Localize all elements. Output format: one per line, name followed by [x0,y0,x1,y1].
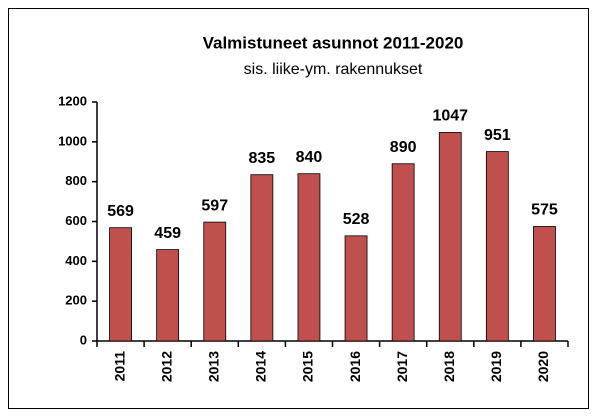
x-tick-label: 2015 [300,351,316,382]
y-tick-label: 400 [65,253,87,268]
y-tick-label: 0 [80,332,87,347]
x-tick-label: 2012 [158,351,174,382]
bar [485,151,509,342]
value-label: 951 [484,127,511,144]
x-tick-label: 2016 [347,351,363,382]
bar [250,174,274,342]
bar [109,227,132,342]
value-label: 569 [107,203,134,220]
y-tick-label: 200 [65,293,87,308]
x-tick-label: 2017 [394,351,410,382]
value-label: 1047 [432,108,468,125]
x-tick-label: 2020 [535,351,551,382]
chart-subtitle: sis. liike-ym. rakennukset [244,61,423,78]
value-label: 890 [390,139,417,156]
bar [297,173,321,342]
chart-title: Valmistuneet asunnot 2011-2020 [203,33,464,52]
y-tick-label: 1000 [58,133,87,148]
x-tick-label: 2019 [488,351,504,382]
x-tick-label: 2018 [441,351,457,382]
y-tick-label: 600 [65,213,87,228]
bar [203,221,227,342]
value-label: 597 [201,197,228,214]
value-label: 575 [531,202,558,219]
value-label: 528 [343,211,370,228]
bar [344,235,368,342]
x-tick-label: 2011 [111,351,127,382]
y-tick-label: 800 [65,173,87,188]
x-tick-label: 2014 [253,351,269,382]
value-label: 835 [248,150,275,167]
bar [533,226,556,342]
bar [438,132,462,342]
value-label: 459 [154,225,181,242]
bar [156,249,180,342]
value-label: 840 [296,149,323,166]
y-tick-label: 1200 [58,93,87,108]
bar [391,163,415,342]
x-tick-label: 2013 [205,351,221,382]
